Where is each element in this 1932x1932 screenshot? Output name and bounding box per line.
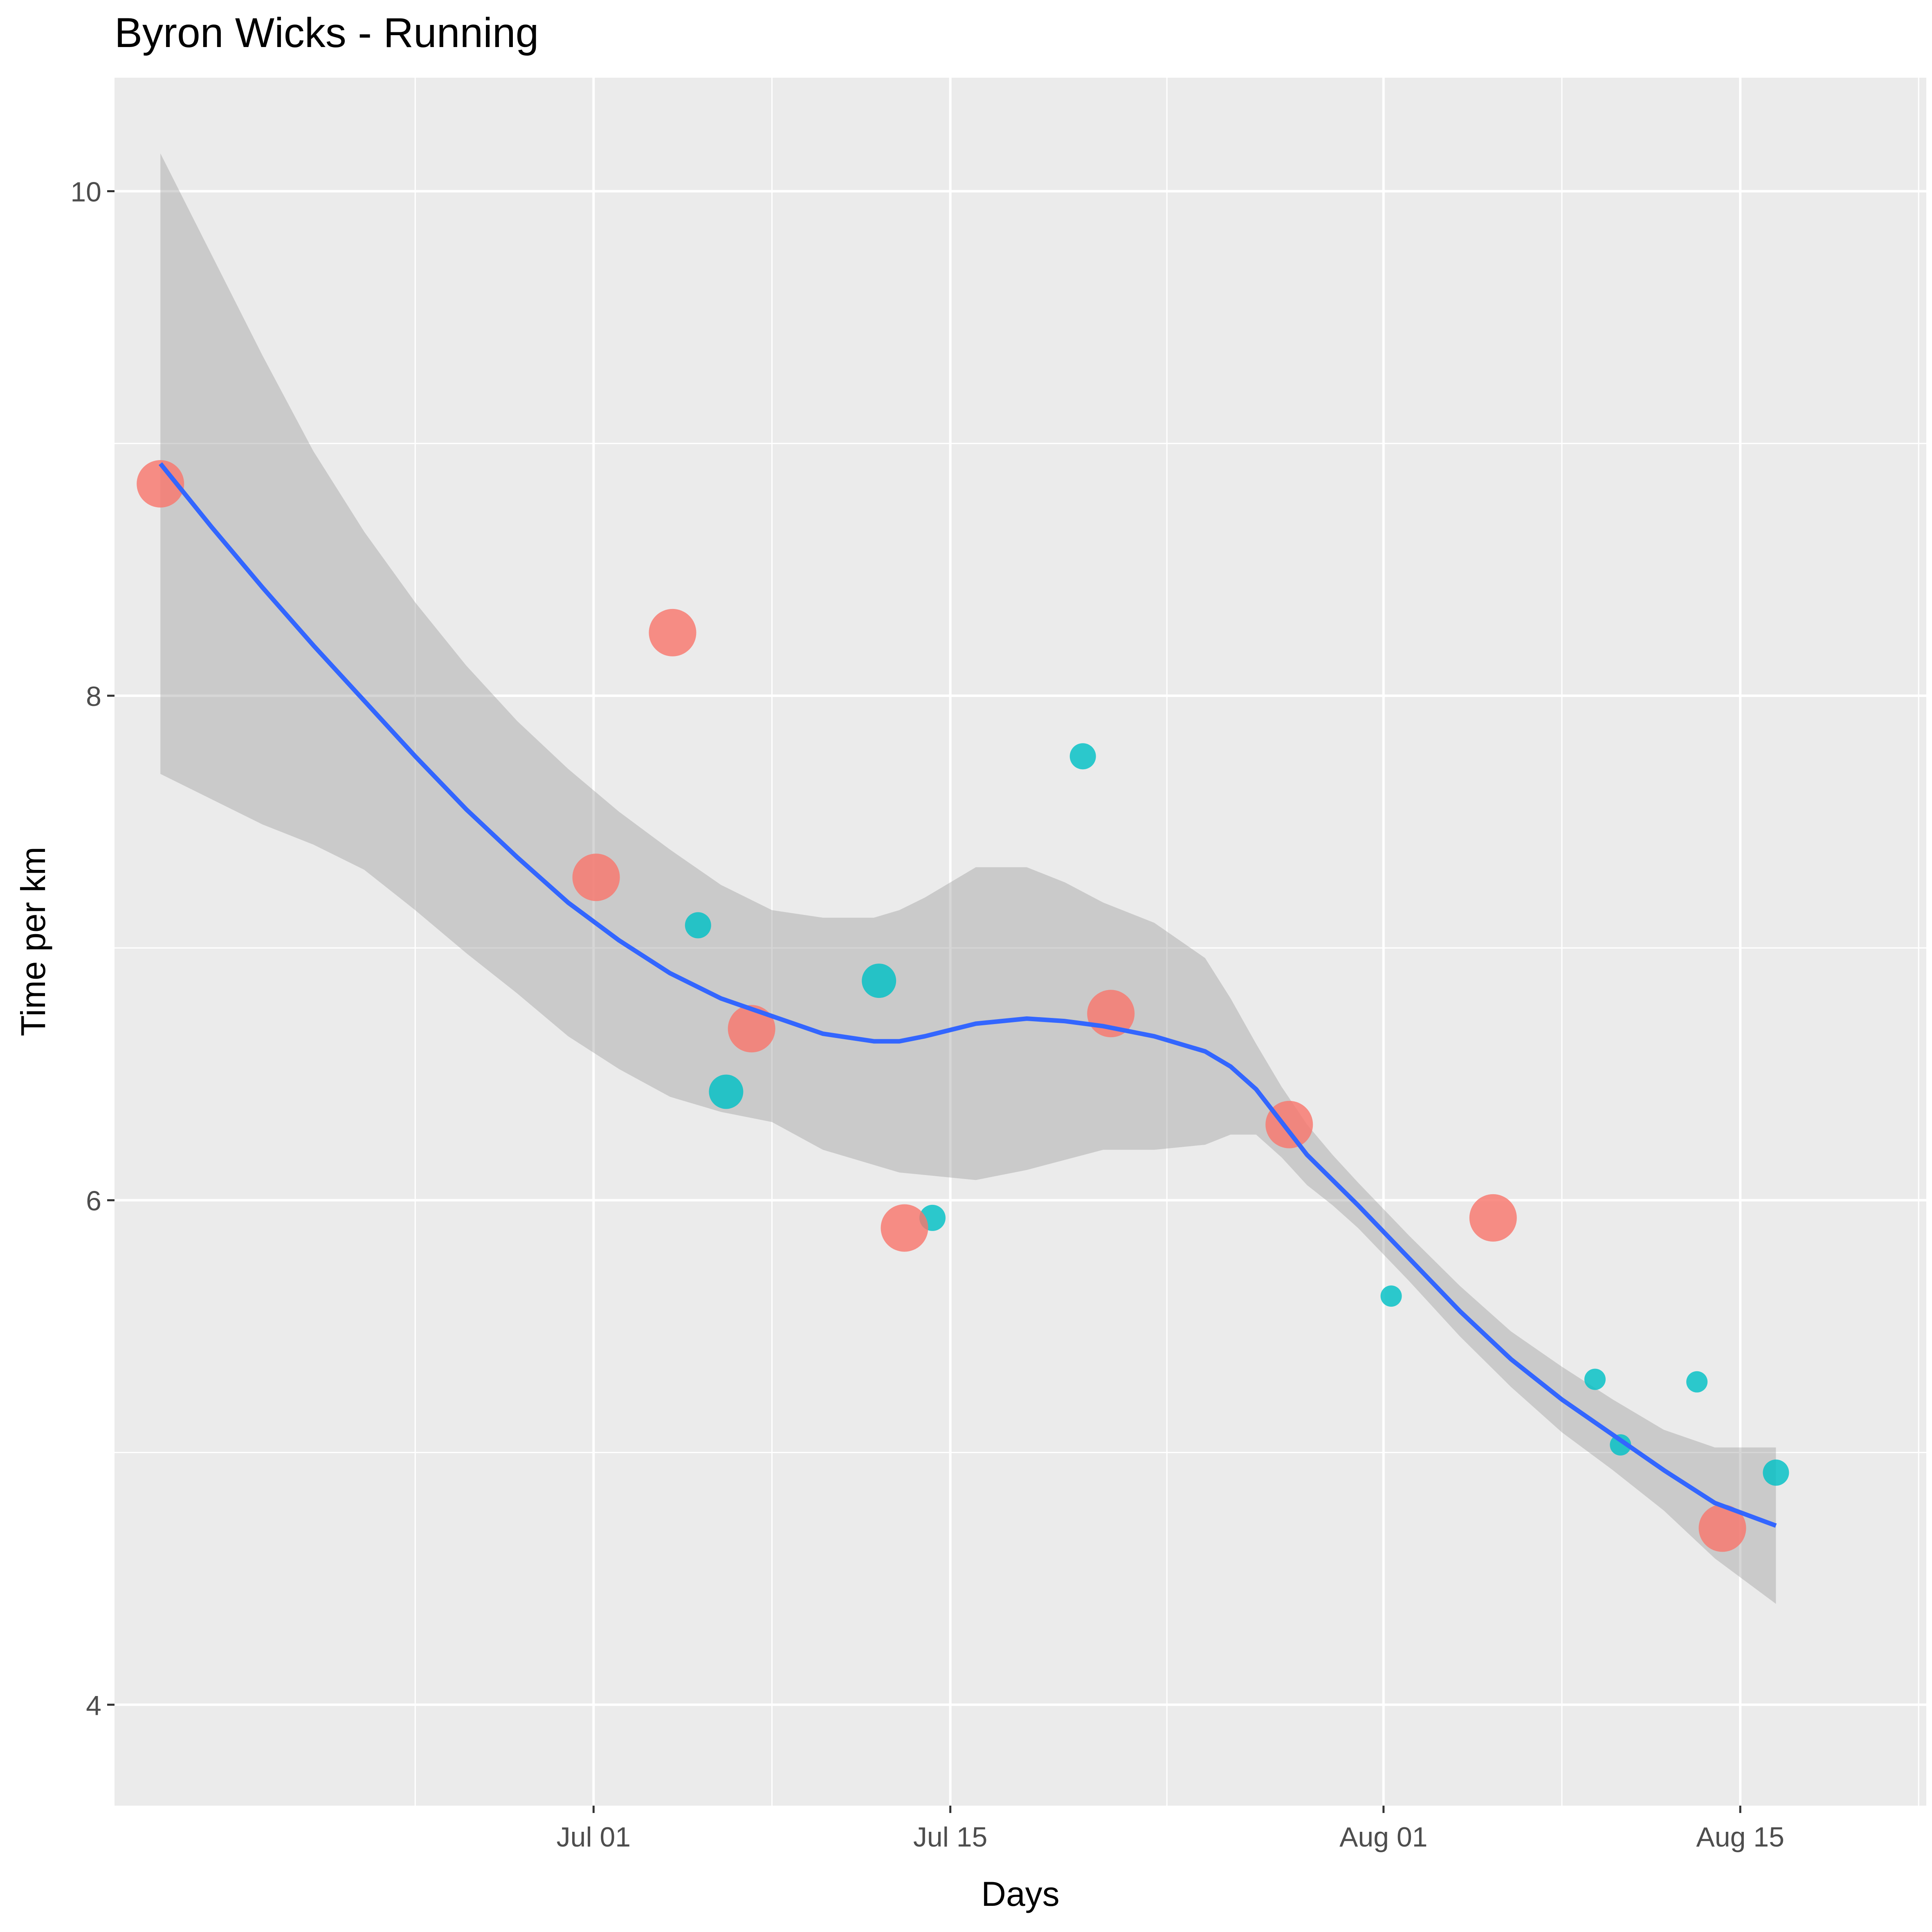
x-tick-label: Jul 15 <box>913 1822 987 1853</box>
chart-title: Byron Wicks - Running <box>115 9 539 56</box>
x-tick-label: Aug 01 <box>1339 1822 1428 1853</box>
data-point-teal <box>1380 1285 1402 1307</box>
data-point-teal <box>1069 743 1096 770</box>
x-axis: Jul 01 Jul 15 Aug 01 Aug 15 <box>557 1806 1784 1853</box>
data-point-teal <box>685 912 711 939</box>
data-point-teal <box>1686 1371 1708 1393</box>
x-tick-label: Jul 01 <box>557 1822 631 1853</box>
data-point-teal <box>1763 1459 1789 1486</box>
data-points <box>137 460 1789 1552</box>
data-point-teal <box>1584 1368 1606 1390</box>
y-tick-label: 10 <box>70 177 101 208</box>
data-point-red <box>881 1204 928 1252</box>
plot-panel <box>115 78 1926 1806</box>
confidence-band <box>160 153 1776 1604</box>
smooth-trend-line <box>158 462 1777 1528</box>
grid-major <box>115 78 1926 1806</box>
y-tick-label: 6 <box>86 1186 101 1217</box>
data-point-red <box>1265 1101 1313 1148</box>
data-point-red <box>1698 1504 1746 1552</box>
y-axis-label: Time per km <box>14 847 52 1036</box>
data-point-red <box>572 854 620 901</box>
x-axis-label: Days <box>981 1875 1059 1913</box>
data-point-teal <box>709 1074 744 1109</box>
data-point-teal <box>862 964 896 998</box>
data-point-red <box>728 1005 775 1053</box>
x-tick-label: Aug 15 <box>1696 1822 1784 1853</box>
data-point-red <box>1469 1194 1517 1242</box>
data-point-red <box>137 460 184 508</box>
y-axis: 4 6 8 10 <box>70 177 115 1721</box>
data-point-teal <box>1610 1434 1631 1456</box>
data-point-red <box>649 609 696 656</box>
y-tick-label: 8 <box>86 681 101 712</box>
y-tick-label: 4 <box>86 1690 101 1721</box>
